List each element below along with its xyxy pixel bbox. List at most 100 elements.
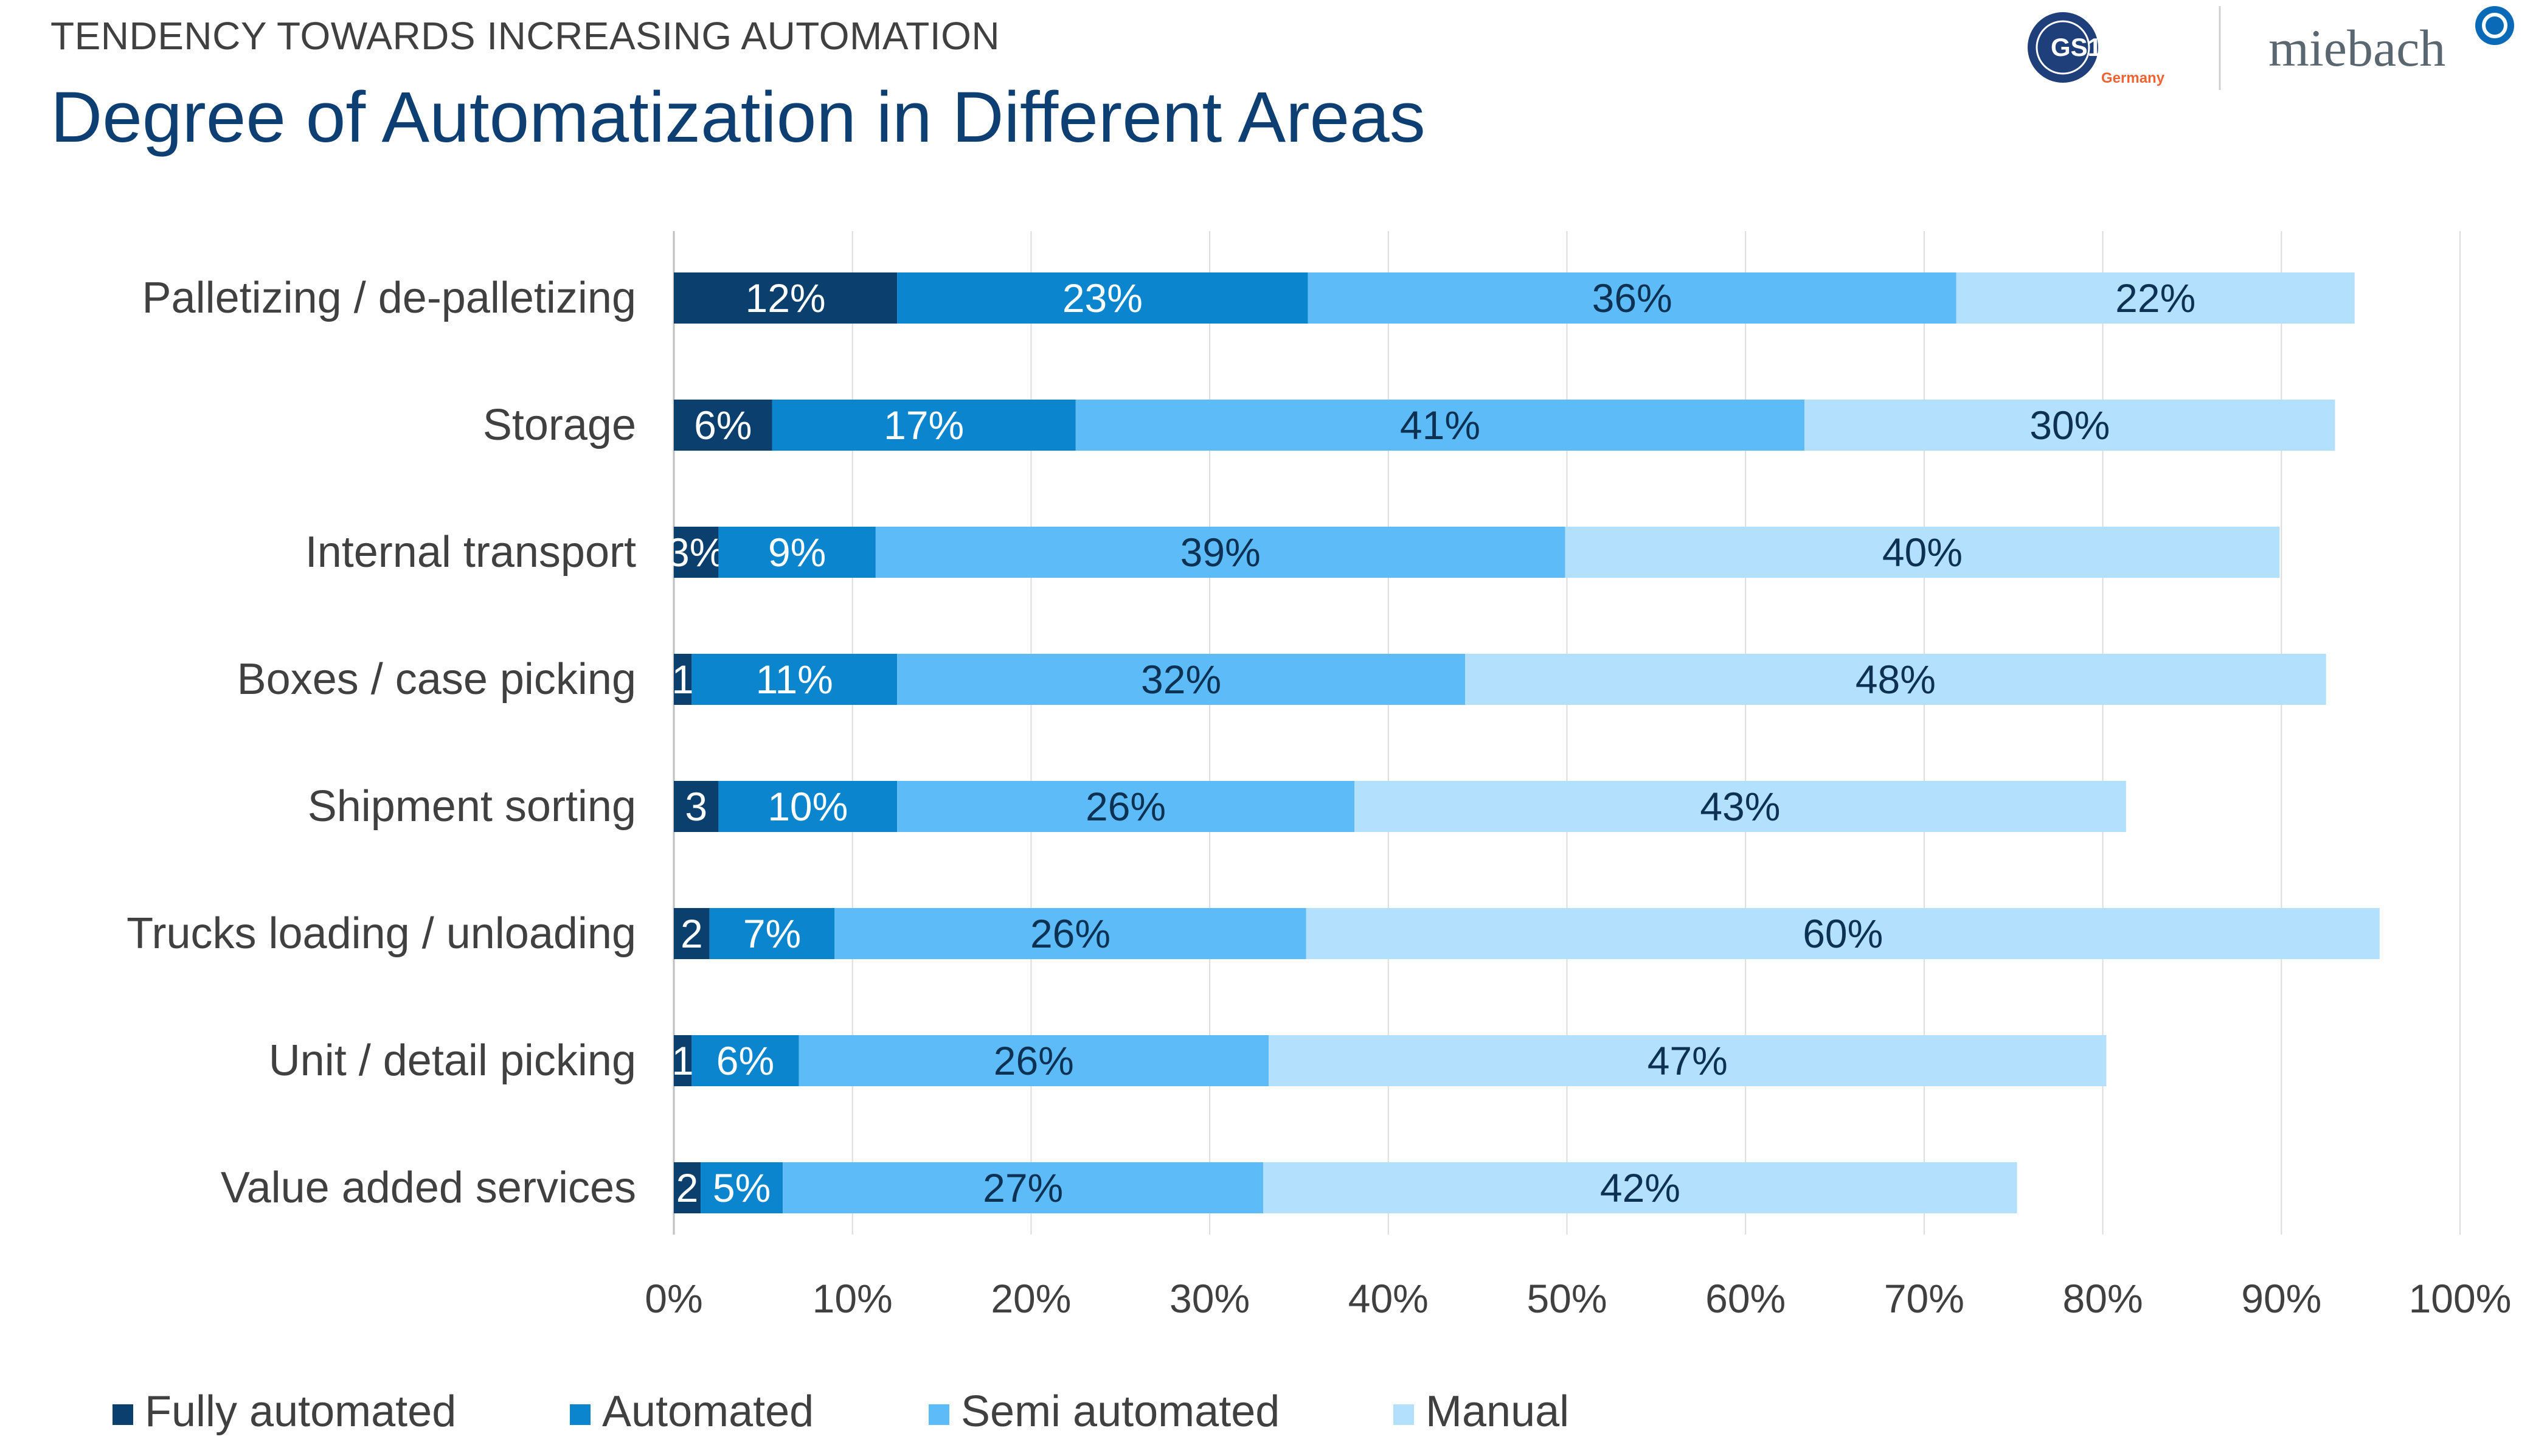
- bar-value-label: 26%: [1086, 784, 1166, 829]
- chart-title: Degree of Automatization in Different Ar…: [50, 77, 1426, 158]
- category-label: Value added services: [221, 1163, 636, 1212]
- legend-label: Semi automated: [961, 1387, 1280, 1436]
- bar-segment: [674, 654, 692, 705]
- bar-segment: [1308, 272, 1956, 324]
- legend-swatch: [570, 1404, 591, 1425]
- bar-segment: [1263, 1162, 2017, 1213]
- miebach-logo: miebach: [2268, 6, 2514, 77]
- gs1-logo: GS1 Germany: [2028, 12, 2165, 86]
- bar-value-label: 17%: [884, 403, 964, 448]
- bar-segment: [709, 908, 835, 959]
- gs1-logo-text: GS1: [2051, 33, 2102, 61]
- bar-segment: [674, 1035, 692, 1086]
- bar-segment: [1804, 400, 2335, 451]
- chart-kicker: TENDENCY TOWARDS INCREASING AUTOMATION: [50, 14, 1000, 58]
- bar-value-label: 3%: [667, 530, 725, 575]
- gs1-logo-outer: [2028, 12, 2098, 83]
- bar-segment: [1269, 1035, 2107, 1086]
- gs1-logo-inner: [2036, 20, 2090, 75]
- bar-segment: [875, 527, 1565, 578]
- gs1-logo-subtext: Germany: [2101, 70, 2165, 86]
- bar-segment: [1465, 654, 2326, 705]
- bar-value-label: 42%: [1600, 1165, 1680, 1210]
- legend-label: Automated: [602, 1387, 814, 1436]
- bar-value-label: 22%: [2115, 276, 2195, 321]
- category-label: Storage: [483, 401, 636, 449]
- bar-segment: [897, 272, 1308, 324]
- bar-value-label: 12%: [746, 276, 826, 321]
- bar-value-label: 43%: [1700, 784, 1780, 829]
- bar-segment: [674, 1162, 701, 1213]
- bars: 12% 23% 36% 22%6% 17% 41% 30%3% 9% 39% 40%1 11% 32%…: [667, 272, 2380, 1213]
- miebach-logo-text: miebach: [2268, 19, 2445, 77]
- legend-swatch: [113, 1404, 133, 1425]
- x-tick-label: 80%: [2063, 1276, 2143, 1321]
- bar-value-label: 32%: [1141, 657, 1221, 702]
- legend-swatch: [929, 1404, 949, 1425]
- bar-segment: [674, 781, 719, 832]
- bar-segment: [897, 654, 1466, 705]
- bar-value-label: 23%: [1062, 276, 1143, 321]
- legend-label: Fully automated: [145, 1387, 457, 1436]
- x-tick-label: 20%: [991, 1276, 1071, 1321]
- miebach-logo-mark-inner: [2482, 13, 2507, 38]
- legend-swatch: [1393, 1404, 1414, 1425]
- category-label: Unit / detail picking: [269, 1036, 636, 1085]
- bar-value-label: 48%: [1856, 657, 1936, 702]
- bar-value-label: 26%: [994, 1038, 1074, 1083]
- bar-segment: [718, 527, 876, 578]
- bar-value-label: 7%: [743, 911, 801, 956]
- x-tick-label: 60%: [1705, 1276, 1786, 1321]
- legend-label: Manual: [1426, 1387, 1570, 1436]
- bar-segment: [701, 1162, 783, 1213]
- bar-segment: [691, 1035, 799, 1086]
- category-labels: Palletizing / de-palletizing Storage Inter…: [126, 274, 636, 1212]
- bar-value-label: 10%: [768, 784, 848, 829]
- bar-value-label: 1: [671, 1038, 694, 1083]
- bar-segment: [1075, 400, 1805, 451]
- category-label: Shipment sorting: [308, 782, 636, 831]
- x-tick-label: 100%: [2409, 1276, 2512, 1321]
- category-label: Palletizing / de-palletizing: [142, 274, 636, 322]
- bar-value-label: 39%: [1180, 530, 1261, 575]
- logo-area: GS1 Germany miebach: [2028, 6, 2514, 90]
- x-tick-label: 0%: [645, 1276, 702, 1321]
- category-label: Internal transport: [305, 528, 636, 577]
- bar-segment: [691, 654, 898, 705]
- bar-value-label: 3: [685, 784, 707, 829]
- bar-segment: [1354, 781, 2126, 832]
- bar-segment: [1306, 908, 2380, 959]
- bar-segment: [674, 908, 710, 959]
- bar-segment: [674, 400, 772, 451]
- x-tick-label: 90%: [2241, 1276, 2321, 1321]
- x-tick-label: 40%: [1348, 1276, 1429, 1321]
- bar-segment: [834, 908, 1306, 959]
- x-tick-label: 10%: [813, 1276, 893, 1321]
- bar-value-label: 36%: [1592, 276, 1672, 321]
- bar-segment: [1956, 272, 2355, 324]
- bar-segment: [674, 272, 898, 324]
- bar-value-label: 2: [681, 911, 703, 956]
- miebach-logo-mark: [2475, 6, 2514, 45]
- x-tick-label: 70%: [1884, 1276, 1964, 1321]
- bar-value-label: 60%: [1803, 911, 1883, 956]
- bar-segment: [674, 527, 719, 578]
- x-axis-tick-labels: 0% 10% 20% 30% 40% 50% 60% 70% 80% 90% 100%: [645, 1276, 2511, 1321]
- bar-value-label: 26%: [1030, 911, 1111, 956]
- x-tick-label: 30%: [1169, 1276, 1250, 1321]
- bar-segment: [1565, 527, 2280, 578]
- bar-segment: [897, 781, 1354, 832]
- category-label: Boxes / case picking: [237, 655, 636, 704]
- bar-value-label: 47%: [1648, 1038, 1728, 1083]
- bar-value-label: 41%: [1400, 403, 1480, 448]
- x-tick-label: 50%: [1526, 1276, 1607, 1321]
- bar-value-label: 6%: [694, 403, 752, 448]
- bar-value-label: 9%: [768, 530, 826, 575]
- bar-value-label: 27%: [983, 1165, 1063, 1210]
- bar-value-label: 2: [676, 1165, 699, 1210]
- bar-segment: [799, 1035, 1269, 1086]
- bar-segment: [772, 400, 1076, 451]
- bar-value-label: 30%: [2029, 403, 2110, 448]
- bar-segment: [783, 1162, 1264, 1213]
